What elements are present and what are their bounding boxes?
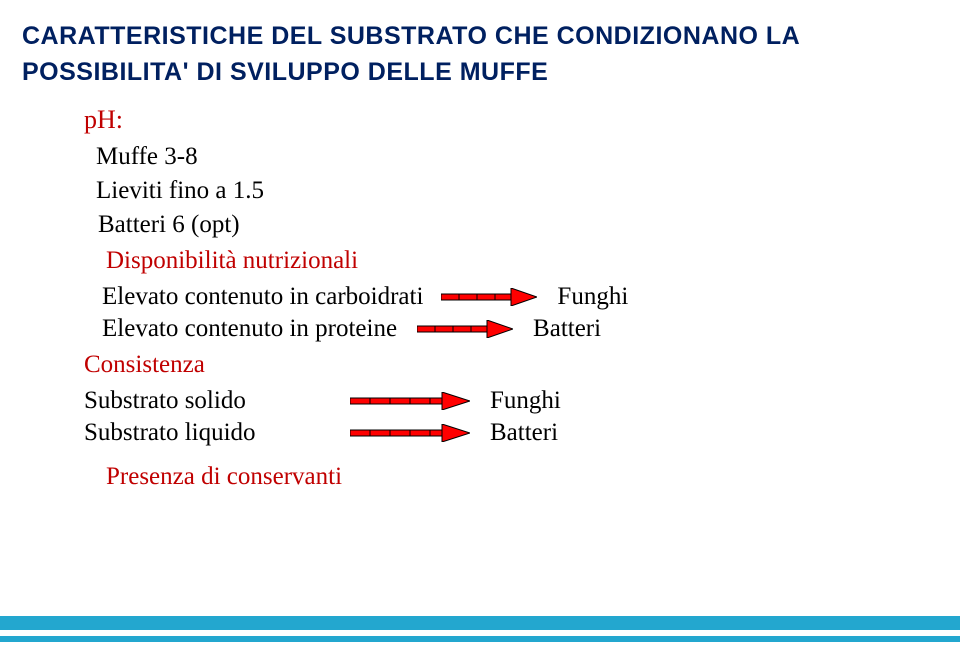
funghi-text-2: Funghi (490, 387, 561, 415)
batteri-opt-line: Batteri 6 (opt) (98, 211, 938, 239)
batteri-text-2: Batteri (490, 419, 558, 447)
footer-band (0, 616, 960, 642)
slide: CARATTERISTICHE DEL SUBSTRATO CHE CONDIZ… (0, 0, 960, 650)
footer-band-top (0, 616, 960, 630)
arrow-icon (350, 424, 470, 442)
title-line-1: CARATTERISTICHE DEL SUBSTRATO CHE CONDIZ… (22, 22, 800, 50)
sub-liquido-text: Substrato liquido (84, 419, 294, 447)
arrow-icon (441, 288, 537, 306)
slide-title: CARATTERISTICHE DEL SUBSTRATO CHE CONDIZ… (22, 18, 938, 91)
sub-solido-text: Substrato solido (84, 387, 294, 415)
body: pH: Muffe 3-8 Lieviti fino a 1.5 Batteri… (84, 105, 938, 491)
arrow-icon (417, 320, 513, 338)
footer-band-bottom (0, 636, 960, 642)
ph-heading: pH: (84, 105, 938, 135)
batteri-text: Batteri (533, 315, 601, 343)
title-line-2: POSSIBILITA' DI SVILUPPO DELLE MUFFE (22, 58, 548, 86)
carboidrati-row: Elevato contenuto in carboidrati Funghi (102, 283, 938, 311)
carboidrati-text: Elevato contenuto in carboidrati (102, 283, 423, 311)
proteine-text: Elevato contenuto in proteine (102, 315, 397, 343)
proteine-row: Elevato contenuto in proteine Batteri (102, 315, 938, 343)
lieviti-line: Lieviti fino a 1.5 (96, 177, 938, 205)
disponibilita-heading: Disponibilità nutrizionali (106, 247, 938, 275)
sub-liquido-row: Substrato liquido Batteri (84, 419, 938, 447)
funghi-text: Funghi (557, 283, 628, 311)
sub-solido-row: Substrato solido Funghi (84, 387, 938, 415)
consistenza-heading: Consistenza (84, 351, 938, 379)
arrow-icon (350, 392, 470, 410)
presenza-heading: Presenza di conservanti (106, 463, 938, 491)
muffe-line: Muffe 3-8 (96, 143, 938, 171)
